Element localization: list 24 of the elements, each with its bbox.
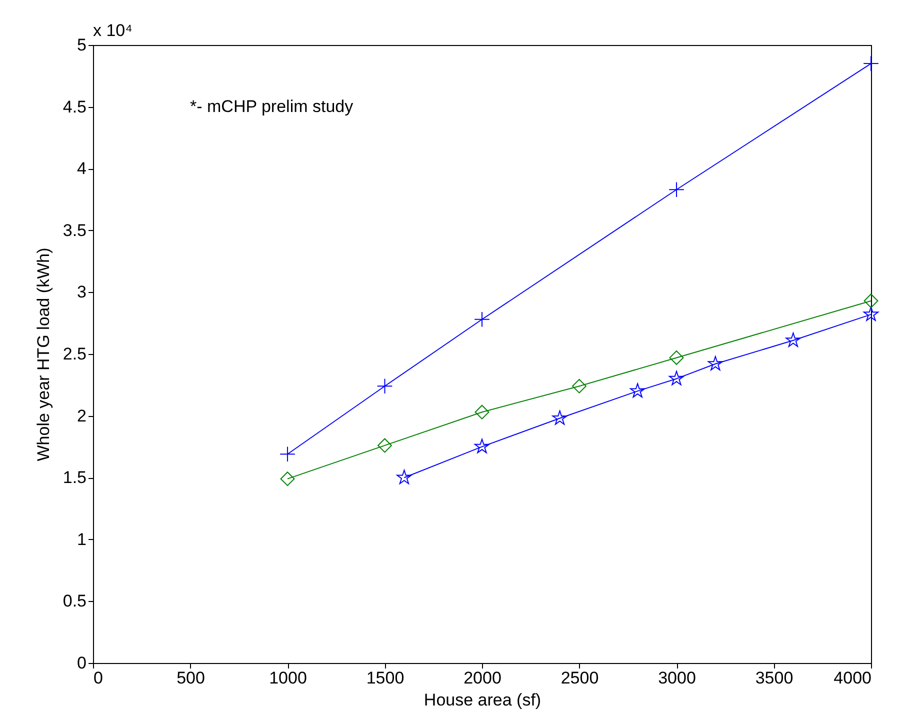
y-tick-label: 2 — [77, 406, 86, 426]
x-tick-label: 3000 — [658, 668, 696, 688]
y-tick-label: 0.5 — [62, 592, 86, 611]
y-axis-title: Whole year HTG load (kWh) — [34, 248, 53, 462]
x-tick-label: 3500 — [755, 668, 794, 688]
y-tick-label: 3.5 — [62, 220, 86, 240]
x-axis-title: House area (sf) — [424, 690, 542, 710]
y-tick-label: 3 — [77, 282, 86, 302]
y-tick-label: 1.5 — [62, 468, 86, 488]
x-tick-label: 1000 — [269, 668, 307, 688]
y-tick-label: 4.5 — [62, 97, 86, 116]
x-tick-label: 0 — [94, 668, 103, 688]
y-tick-label: 4 — [77, 159, 86, 178]
y-tick-label: 0 — [77, 654, 86, 672]
annotation: *- mCHP prelim study — [190, 97, 354, 116]
x-tick-label: 2500 — [560, 668, 599, 688]
y-tick-label: 2.5 — [62, 344, 86, 364]
x-tick-label: 500 — [176, 668, 205, 688]
y-tick-label: 1 — [77, 530, 86, 549]
y-tick-label: 5 — [77, 36, 86, 54]
x-tick-label: 2000 — [464, 668, 502, 688]
x-tick-label: 1500 — [366, 668, 404, 688]
x-tick-label: 4000 — [834, 668, 872, 688]
text: x 10⁴ — [93, 21, 132, 40]
